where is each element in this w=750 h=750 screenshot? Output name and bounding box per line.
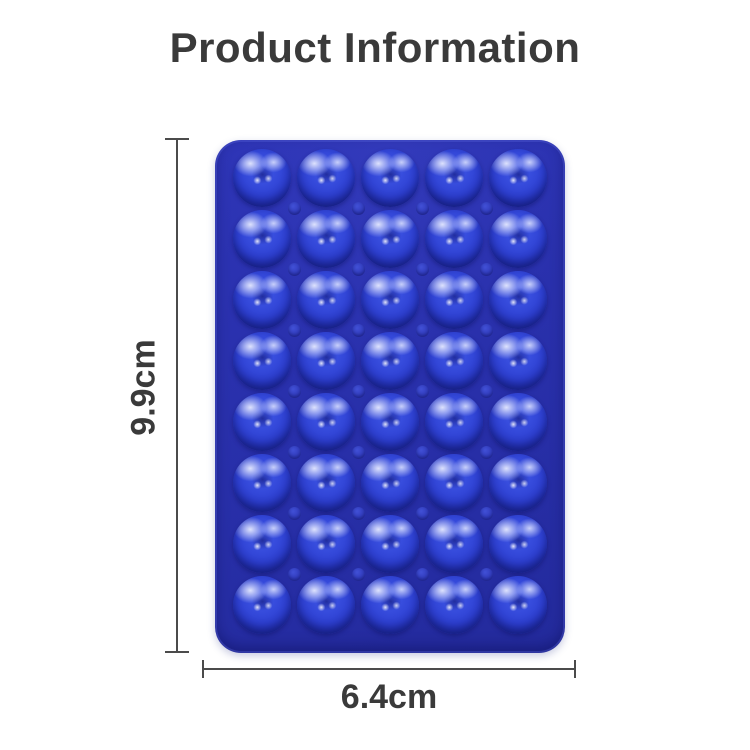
suction-cup — [233, 393, 291, 451]
pad-spacer-dot — [415, 263, 429, 276]
suction-cup — [489, 454, 547, 512]
pad-spacer-dot — [479, 446, 493, 459]
suction-cup — [233, 149, 291, 207]
height-dimension-label: 9.9cm — [124, 339, 163, 436]
pad-spacer-dot — [415, 385, 429, 398]
suction-cup — [361, 515, 419, 573]
pad-spacer-dot — [287, 568, 301, 581]
suction-pad-product-image — [215, 140, 565, 653]
suction-cup — [233, 210, 291, 268]
suction-cup — [297, 576, 355, 634]
suction-cup — [297, 515, 355, 573]
suction-cup — [489, 149, 547, 207]
pad-spacer-dot — [415, 324, 429, 337]
suction-cup — [361, 454, 419, 512]
suction-cup — [489, 515, 547, 573]
suction-cup — [233, 332, 291, 390]
height-dimension-line — [165, 138, 189, 653]
pad-spacer-dot — [351, 324, 365, 337]
pad-spacer-dot — [287, 446, 301, 459]
suction-cup — [425, 393, 483, 451]
pad-spacer-dot — [287, 202, 301, 215]
pad-spacer-dot — [479, 263, 493, 276]
suction-cup — [425, 210, 483, 268]
suction-cup — [489, 210, 547, 268]
pad-spacer-dot — [479, 507, 493, 520]
suction-cup — [361, 576, 419, 634]
pad-spacer-dot — [479, 202, 493, 215]
suction-cup — [297, 271, 355, 329]
suction-cup — [233, 454, 291, 512]
pad-spacer-dot — [351, 202, 365, 215]
suction-cup — [425, 271, 483, 329]
suction-cup — [297, 393, 355, 451]
suction-cup — [297, 454, 355, 512]
width-dimension-label: 6.4cm — [340, 678, 438, 716]
suction-cup — [233, 271, 291, 329]
suction-cup — [425, 454, 483, 512]
suction-cup — [425, 576, 483, 634]
suction-cup — [425, 332, 483, 390]
pad-spacer-dot — [351, 263, 365, 276]
pad-spacer-dot — [287, 385, 301, 398]
suction-cup — [361, 393, 419, 451]
pad-spacer-dot — [479, 324, 493, 337]
pad-spacer-dot — [351, 385, 365, 398]
pad-spacer-dot — [479, 568, 493, 581]
pad-spacer-dot — [287, 507, 301, 520]
width-dimension-line — [202, 660, 576, 678]
suction-cup — [297, 332, 355, 390]
suction-cup — [361, 149, 419, 207]
suction-cup — [361, 210, 419, 268]
pad-spacer-dot — [351, 446, 365, 459]
pad-spacer-dot — [415, 446, 429, 459]
suction-cup — [233, 515, 291, 573]
suction-cup — [489, 393, 547, 451]
pad-spacer-dot — [415, 202, 429, 215]
suction-cup — [425, 149, 483, 207]
suction-cup — [233, 576, 291, 634]
suction-cup — [489, 332, 547, 390]
suction-cup — [361, 271, 419, 329]
suction-cup — [297, 210, 355, 268]
suction-cup — [297, 149, 355, 207]
pad-spacer-dot — [287, 263, 301, 276]
pad-spacer-dot — [351, 507, 365, 520]
page-title: Product Information — [169, 24, 581, 71]
suction-cup — [425, 515, 483, 573]
suction-cup — [361, 332, 419, 390]
suction-cup — [489, 576, 547, 634]
pad-spacer-dot — [351, 568, 365, 581]
pad-spacer-dot — [287, 324, 301, 337]
pad-spacer-dot — [479, 385, 493, 398]
suction-cup — [489, 271, 547, 329]
pad-spacer-dot — [415, 568, 429, 581]
pad-spacer-dot — [415, 507, 429, 520]
